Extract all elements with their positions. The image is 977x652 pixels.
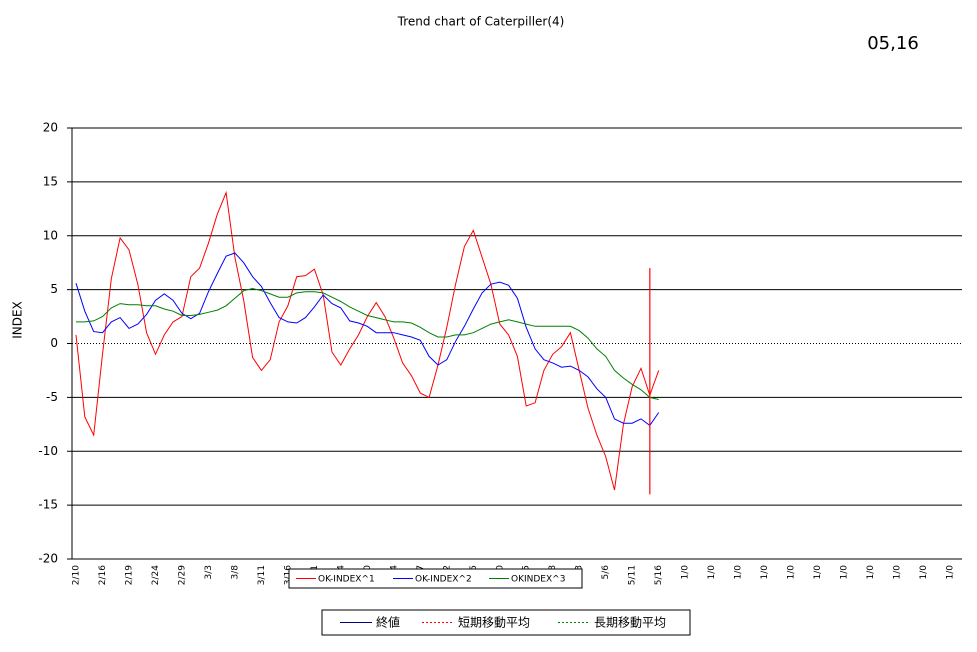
x-tick-label: 3/3 <box>204 565 214 579</box>
y-tick-label: 15 <box>43 174 58 188</box>
x-tick-label: 1/0 <box>760 565 770 580</box>
x-tick-label: 2/19 <box>124 565 134 585</box>
x-tick-label: 1/0 <box>946 565 956 580</box>
x-tick-label: 5/11 <box>628 565 638 585</box>
legend-label: 短期移動平均 <box>458 616 530 630</box>
y-tick-label: 10 <box>43 228 58 242</box>
legend <box>288 568 583 589</box>
x-tick-label: 3/16 <box>283 565 293 585</box>
x-tick-label: 1/0 <box>787 565 797 580</box>
y-tick-label: -15 <box>38 498 58 512</box>
series-line <box>75 252 660 427</box>
y-tick-label: 5 <box>50 282 58 296</box>
series-line <box>76 287 659 400</box>
y-tick-label: 20 <box>43 121 58 135</box>
x-tick-label: 3/8 <box>230 565 240 580</box>
legend-label: OKINDEX^3 <box>511 575 565 585</box>
x-tick-label: 1/0 <box>813 565 823 580</box>
legend-label: OK-INDEX^2 <box>415 575 472 585</box>
date-label: 05,16 <box>867 33 919 54</box>
chart-title: Trend chart of Caterpiller(4) <box>397 15 565 29</box>
legend <box>321 609 691 636</box>
x-tick-label: 1/0 <box>919 565 929 580</box>
x-tick-label: 5/16 <box>654 565 664 585</box>
x-tick-label: 1/0 <box>707 565 717 580</box>
x-tick-label: 3/11 <box>257 565 267 585</box>
x-tick-label: 1/0 <box>734 565 744 580</box>
legend-label: 終値 <box>376 615 400 630</box>
legend-label: 長期移動平均 <box>594 616 666 630</box>
series-line <box>75 190 660 491</box>
x-tick-label: 5/6 <box>601 565 611 580</box>
x-tick-label: 2/10 <box>72 565 82 585</box>
x-tick-label: 1/0 <box>840 565 850 580</box>
y-tick-label: -10 <box>38 444 58 458</box>
y-axis-label: INDEX <box>11 301 25 339</box>
legend-label: OK-INDEX^1 <box>318 575 375 585</box>
x-tick-label: 2/16 <box>98 565 108 585</box>
x-tick-label: 2/29 <box>177 565 187 585</box>
x-tick-label: 1/0 <box>893 565 903 580</box>
y-tick-label: 0 <box>50 336 58 350</box>
x-tick-label: 2/24 <box>151 565 161 585</box>
y-tick-label: -5 <box>46 390 58 404</box>
x-tick-label: 1/0 <box>866 565 876 580</box>
x-tick-label: 1/0 <box>681 565 691 580</box>
y-tick-label: -20 <box>38 552 58 566</box>
